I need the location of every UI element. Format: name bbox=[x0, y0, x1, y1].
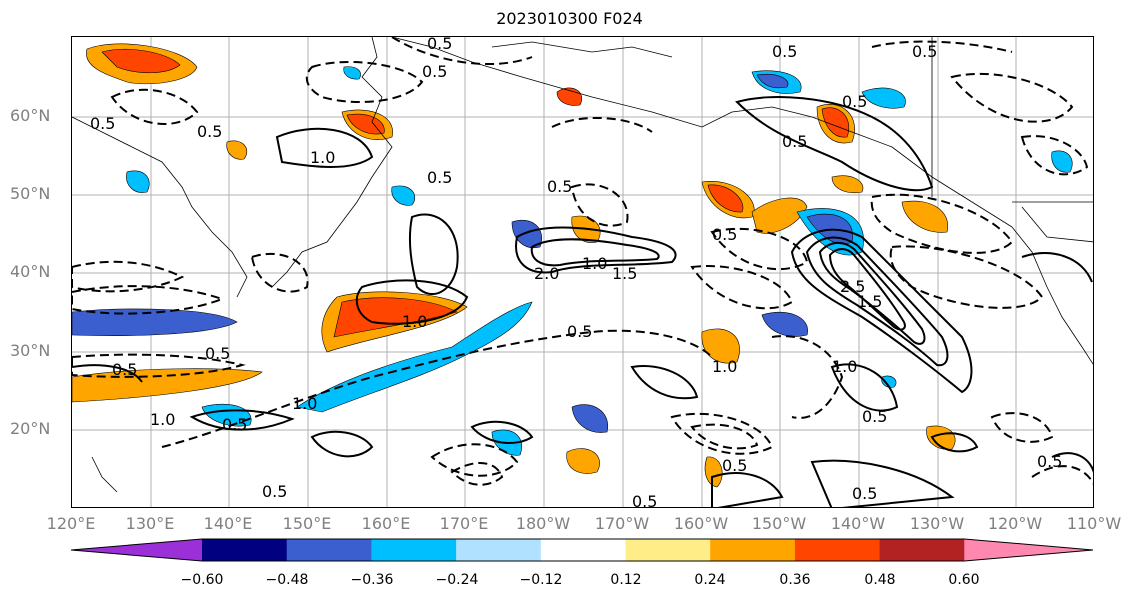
colorbar-segment bbox=[202, 539, 288, 561]
lat-label-50n: 50°N bbox=[10, 184, 51, 203]
contour-label: 0.5 bbox=[712, 225, 737, 244]
colorbar-segment bbox=[710, 539, 796, 561]
contour-label: 0.5 bbox=[547, 177, 572, 196]
contour-label: 0.5 bbox=[1037, 452, 1062, 471]
contour-label: 0.5 bbox=[422, 62, 447, 81]
colorbar-segment bbox=[540, 539, 626, 561]
contour-label: 0.5 bbox=[772, 42, 797, 61]
contour-label: 0.5 bbox=[567, 322, 592, 341]
colorbar-segment bbox=[625, 539, 711, 561]
contour-label: 0.5 bbox=[782, 132, 807, 151]
contour-label: 0.5 bbox=[112, 360, 137, 379]
colorbar-extend-max bbox=[964, 539, 1093, 561]
contour-label: 0.5 bbox=[262, 482, 287, 501]
contour-label: 0.5 bbox=[222, 415, 247, 434]
colorbar-tick-label: 0.48 bbox=[864, 572, 896, 588]
contour-label: 0.5 bbox=[197, 122, 222, 141]
dashed-contours bbox=[72, 37, 1093, 486]
contour-label: 1.0 bbox=[402, 312, 427, 331]
colorbar-segment bbox=[286, 539, 372, 561]
lon-label: 150°W bbox=[751, 514, 807, 533]
colorbar-tick-label: −0.60 bbox=[180, 572, 224, 588]
contour-label: 2.0 bbox=[534, 264, 559, 283]
lat-label-40n: 40°N bbox=[10, 262, 51, 281]
colorbar-tick-label: 0.60 bbox=[948, 572, 980, 588]
map-title: 2023010300 F024 bbox=[496, 9, 643, 28]
lon-label: 130°E bbox=[125, 514, 175, 533]
contour-label: 1.0 bbox=[310, 148, 335, 167]
contour-label: 1.5 bbox=[857, 292, 882, 311]
lon-label: 110°W bbox=[1066, 514, 1122, 533]
lon-label: 140°W bbox=[830, 514, 886, 533]
lon-label: 120°W bbox=[987, 514, 1043, 533]
colorbar-tick-label: −0.24 bbox=[435, 572, 479, 588]
contour-label: 1.0 bbox=[582, 254, 607, 273]
contour-label: 2.5 bbox=[840, 277, 865, 296]
lon-label: 160°W bbox=[673, 514, 729, 533]
contour-label: 1.0 bbox=[832, 357, 857, 376]
solid-contours bbox=[72, 96, 1093, 507]
lon-label: 180°W bbox=[515, 514, 571, 533]
contour-label: 0.5 bbox=[852, 484, 877, 503]
positive-anomalies bbox=[72, 43, 956, 488]
contour-label: 0.5 bbox=[427, 168, 452, 187]
contour-label: 0.5 bbox=[427, 37, 452, 53]
lat-label-60n: 60°N bbox=[10, 106, 51, 125]
contour-label: 1.0 bbox=[150, 410, 175, 429]
colorbar-segment bbox=[794, 539, 881, 561]
map-panel: 0.5 0.5 1.0 0.5 0.5 1.0 2.0 1.5 1.0 0.5 … bbox=[71, 36, 1094, 508]
contour-label: 0.5 bbox=[862, 407, 887, 426]
lon-label: 160°E bbox=[361, 514, 411, 533]
colorbar-tick-label: −0.36 bbox=[350, 572, 394, 588]
lon-label: 150°E bbox=[282, 514, 332, 533]
colorbar-tick-label: 0.24 bbox=[694, 572, 726, 588]
colorbar-outline bbox=[70, 538, 1094, 562]
contour-label: 1.5 bbox=[612, 264, 637, 283]
lon-label: 130°W bbox=[909, 514, 965, 533]
contour-label: 0.5 bbox=[842, 92, 867, 111]
contour-label: 0.5 bbox=[912, 42, 937, 61]
colorbar-segment bbox=[456, 539, 542, 561]
colorbar-segment bbox=[879, 539, 965, 561]
coastlines bbox=[72, 37, 1093, 493]
map-canvas: 0.5 0.5 1.0 0.5 0.5 1.0 2.0 1.5 1.0 0.5 … bbox=[72, 37, 1093, 508]
colorbar-extend-min bbox=[71, 539, 202, 561]
colorbar-tick-label: −0.12 bbox=[519, 572, 563, 588]
colorbar bbox=[70, 538, 1094, 562]
lat-label-20n: 20°N bbox=[10, 419, 51, 438]
contour-label: 0.5 bbox=[90, 114, 115, 133]
colorbar-tick-label: 0.36 bbox=[779, 572, 811, 588]
negative-anomalies bbox=[72, 66, 1073, 456]
lon-label: 140°E bbox=[203, 514, 253, 533]
colorbar-segment bbox=[371, 539, 457, 561]
contour-label: 1.0 bbox=[292, 394, 317, 413]
contour-label: 0.5 bbox=[205, 344, 230, 363]
lon-label: 120°E bbox=[46, 514, 96, 533]
colorbar-tick-label: −0.48 bbox=[265, 572, 309, 588]
contour-label: 0.5 bbox=[632, 492, 657, 508]
lon-label: 170°W bbox=[594, 514, 650, 533]
lon-label: 170°E bbox=[439, 514, 489, 533]
contour-labels: 0.5 0.5 1.0 0.5 0.5 1.0 2.0 1.5 1.0 0.5 … bbox=[90, 37, 1062, 508]
contour-label: 0.5 bbox=[722, 456, 747, 475]
contour-label: 1.0 bbox=[712, 357, 737, 376]
colorbar-tick-label: 0.12 bbox=[610, 572, 642, 588]
lat-label-30n: 30°N bbox=[10, 341, 51, 360]
